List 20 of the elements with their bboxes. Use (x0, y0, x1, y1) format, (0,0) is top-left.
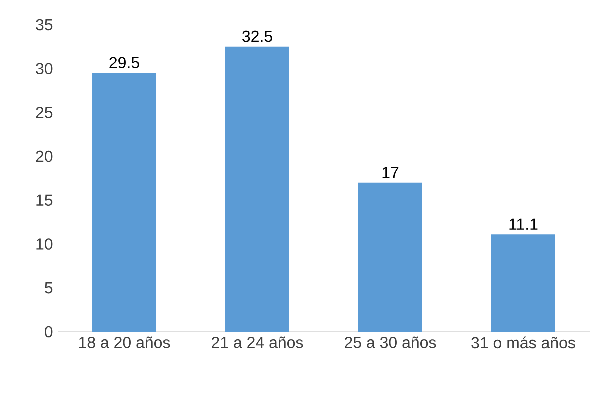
y-tick-label: 15 (36, 194, 53, 206)
x-tick-label: 25 a 30 años (345, 336, 436, 348)
y-tick-label: 10 (36, 238, 53, 250)
data-label: 29.5 (110, 57, 140, 69)
y-tick-label: 35 (36, 19, 53, 31)
data-label: 11.1 (510, 218, 538, 230)
data-label: 17 (382, 167, 399, 178)
bar (358, 182, 422, 332)
bar (491, 234, 556, 332)
bar (92, 73, 157, 332)
x-tick-label: 21 a 24 años (212, 336, 304, 348)
y-tick-label: 30 (36, 63, 53, 75)
bar (226, 46, 290, 332)
x-tick-label: 31 o más años (472, 336, 576, 349)
y-tick-label: 0 (45, 326, 53, 338)
y-tick-label: 25 (36, 107, 53, 118)
x-tick-label: 18 a 20 años (79, 336, 170, 348)
data-label: 32.5 (242, 30, 272, 42)
y-tick-label: 5 (45, 282, 53, 294)
y-tick-label: 20 (36, 150, 53, 162)
